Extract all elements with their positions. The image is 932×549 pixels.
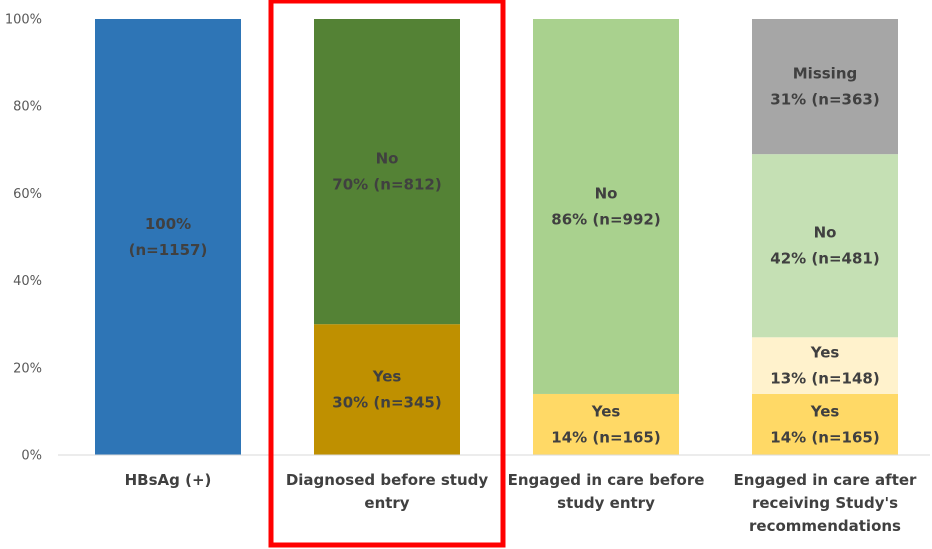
bar-segment-label: 14% (n=165)	[551, 428, 660, 446]
bar-segment	[752, 393, 898, 455]
bar-segment	[752, 337, 898, 394]
bar-segment-label: 14% (n=165)	[770, 428, 879, 446]
x-category-label: HBsAg (+)	[125, 471, 212, 489]
x-category-label: study entry	[557, 494, 655, 512]
bar-segment-label: 42% (n=481)	[770, 250, 879, 268]
bar-segment-label: Yes	[810, 344, 840, 362]
y-tick-label: 20%	[13, 361, 42, 376]
x-category-label: Engaged in care after	[734, 471, 917, 489]
y-tick-label: 0%	[21, 449, 42, 464]
y-axis: 0% 20% 40% 60% 80% 100%	[5, 13, 42, 464]
bar-segment-label: Yes	[372, 368, 402, 386]
bar-segment	[752, 154, 898, 338]
y-tick-label: 80%	[13, 100, 42, 115]
bar-segment-label: No	[376, 150, 399, 168]
bar-segment-label: (n=1157)	[129, 241, 208, 259]
x-category-label: Diagnosed before study	[286, 471, 489, 489]
x-axis-labels: HBsAg (+) Diagnosed before study entry Enga…	[125, 471, 917, 535]
x-category-label: Engaged in care before	[508, 471, 705, 489]
highlight-box	[268, 0, 506, 548]
bar-segment-label: Missing	[793, 65, 857, 83]
bar-segment-label: 31% (n=363)	[770, 91, 879, 109]
bar-segment	[95, 19, 241, 455]
bar-segment-label: 86% (n=992)	[551, 210, 660, 228]
y-tick-label: 60%	[13, 187, 42, 202]
bar-segment	[533, 19, 679, 394]
bar-segment-label: No	[814, 224, 837, 242]
bar-segment-label: No	[595, 184, 618, 202]
bar-segment	[752, 19, 898, 155]
y-tick-label: 100%	[5, 13, 42, 28]
bar-segment-label: Yes	[591, 402, 621, 420]
x-category-label: receiving Study's	[752, 494, 898, 512]
bar-segment	[533, 393, 679, 455]
bars: 100% (n=1157) Yes 30% (n=345) No 70% (n=812) Y…	[95, 19, 898, 455]
bar-segment-label: Yes	[810, 402, 840, 420]
y-tick-label: 40%	[13, 274, 42, 289]
bar-segment-label: 30% (n=345)	[332, 394, 441, 412]
x-category-label: recommendations	[749, 517, 901, 535]
bar-segment-label: 70% (n=812)	[332, 176, 441, 194]
x-category-label: entry	[364, 494, 409, 512]
bar-segment	[314, 19, 460, 325]
bar-segment-label: 13% (n=148)	[770, 370, 879, 388]
bar-segment-label: 100%	[145, 215, 191, 233]
bar-segment	[314, 324, 460, 455]
